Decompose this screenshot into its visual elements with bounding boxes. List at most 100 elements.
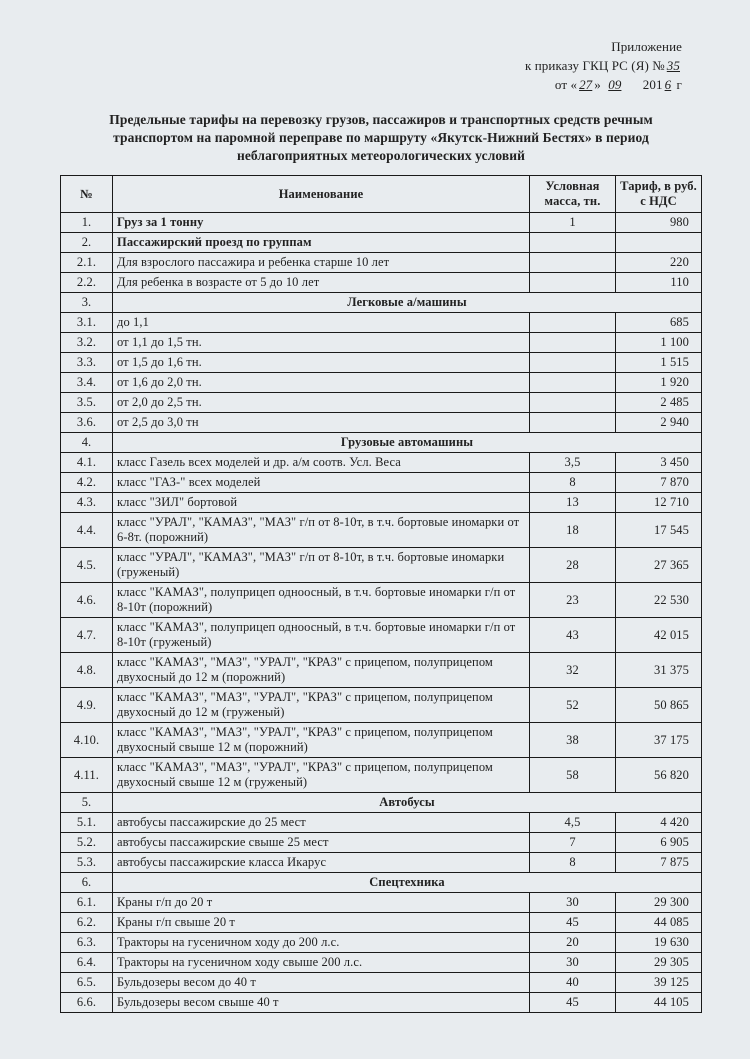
cell-tarif: 980 — [616, 213, 702, 233]
cell-tarif: 220 — [616, 253, 702, 273]
header-line-3: от «27» 09 2016 г — [60, 76, 682, 95]
cell-mass: 30 — [530, 953, 616, 973]
header-line-1: Приложение — [60, 38, 682, 57]
table-row: 6.3.Тракторы на гусеничном ходу до 200 л… — [61, 933, 702, 953]
header-line-2: к приказу ГКЦ РС (Я) №35 — [60, 57, 682, 76]
cell-num: 2.1. — [61, 253, 113, 273]
cell-mass: 32 — [530, 653, 616, 688]
cell-tarif: 19 630 — [616, 933, 702, 953]
cell-num: 1. — [61, 213, 113, 233]
section-header: Автобусы — [113, 793, 702, 813]
cell-tarif: 29 300 — [616, 893, 702, 913]
table-row: 6.4.Тракторы на гусеничном ходу свыше 20… — [61, 953, 702, 973]
cell-name: Пассажирский проезд по группам — [113, 233, 530, 253]
cell-num: 6. — [61, 873, 113, 893]
cell-mass — [530, 273, 616, 293]
cell-num: 4.2. — [61, 473, 113, 493]
cell-name: Краны г/п свыше 20 т — [113, 913, 530, 933]
table-row: 4.8.класс "КАМАЗ", "МАЗ", "УРАЛ", "КРАЗ"… — [61, 653, 702, 688]
cell-num: 5.2. — [61, 833, 113, 853]
cell-num: 3. — [61, 293, 113, 313]
cell-tarif — [616, 233, 702, 253]
cell-num: 3.6. — [61, 413, 113, 433]
section-header: Спецтехника — [113, 873, 702, 893]
cell-tarif: 7 875 — [616, 853, 702, 873]
cell-mass: 52 — [530, 688, 616, 723]
cell-num: 6.1. — [61, 893, 113, 913]
table-row: 2.Пассажирский проезд по группам — [61, 233, 702, 253]
table-row: 4.7.класс "КАМАЗ", полуприцеп одноосный,… — [61, 618, 702, 653]
table-row: 4.3.класс "ЗИЛ" бортовой1312 710 — [61, 493, 702, 513]
cell-num: 5.3. — [61, 853, 113, 873]
cell-num: 4.10. — [61, 723, 113, 758]
cell-tarif: 37 175 — [616, 723, 702, 758]
section-header: Легковые а/машины — [113, 293, 702, 313]
cell-mass: 30 — [530, 893, 616, 913]
cell-mass: 28 — [530, 548, 616, 583]
cell-num: 4. — [61, 433, 113, 453]
table-row: 5.1.автобусы пассажирские до 25 мест4,54… — [61, 813, 702, 833]
cell-name: класс "КАМАЗ", полуприцеп одноосный, в т… — [113, 583, 530, 618]
col-name: Наименование — [113, 176, 530, 213]
header-number-hw: 35 — [665, 58, 682, 73]
table-row: 1.Груз за 1 тонну1980 — [61, 213, 702, 233]
cell-mass: 43 — [530, 618, 616, 653]
cell-name: от 2,0 до 2,5 тн. — [113, 393, 530, 413]
table-row: 4.11.класс "КАМАЗ", "МАЗ", "УРАЛ", "КРАЗ… — [61, 758, 702, 793]
table-row: 3.3.от 1,5 до 1,6 тн.1 515 — [61, 353, 702, 373]
cell-name: от 2,5 до 3,0 тн — [113, 413, 530, 433]
table-row: 6.5.Бульдозеры весом до 40 т4039 125 — [61, 973, 702, 993]
table-row: 4.10.класс "КАМАЗ", "МАЗ", "УРАЛ", "КРАЗ… — [61, 723, 702, 758]
header-prefix: к приказу ГКЦ РС (Я) № — [525, 58, 665, 73]
table-row: 2.1.Для взрослого пассажира и ребенка ст… — [61, 253, 702, 273]
header-month-hw: 09 — [604, 77, 639, 92]
cell-tarif: 42 015 — [616, 618, 702, 653]
table-row: 3.6.от 2,5 до 3,0 тн2 940 — [61, 413, 702, 433]
col-tarif: Тариф, в руб. с НДС — [616, 176, 702, 213]
table-row: 4.Грузовые автомашины — [61, 433, 702, 453]
cell-mass — [530, 253, 616, 273]
tariff-table: № Наименование Условная масса, тн. Тариф… — [60, 175, 702, 1013]
section-header: Грузовые автомашины — [113, 433, 702, 453]
table-row: 3.1.до 1,1685 — [61, 313, 702, 333]
cell-mass: 7 — [530, 833, 616, 853]
cell-mass — [530, 353, 616, 373]
cell-num: 3.5. — [61, 393, 113, 413]
cell-num: 4.1. — [61, 453, 113, 473]
cell-name: класс "КАМАЗ", полуприцеп одноосный, в т… — [113, 618, 530, 653]
cell-name: класс "УРАЛ", "КАМАЗ", "МАЗ" г/п от 8-10… — [113, 513, 530, 548]
table-header-row: № Наименование Условная масса, тн. Тариф… — [61, 176, 702, 213]
cell-name: Для взрослого пассажира и ребенка старше… — [113, 253, 530, 273]
cell-num: 3.4. — [61, 373, 113, 393]
cell-mass — [530, 333, 616, 353]
cell-num: 2. — [61, 233, 113, 253]
cell-mass: 18 — [530, 513, 616, 548]
cell-name: Тракторы на гусеничном ходу свыше 200 л.… — [113, 953, 530, 973]
cell-name: от 1,1 до 1,5 тн. — [113, 333, 530, 353]
cell-num: 6.3. — [61, 933, 113, 953]
cell-name: Тракторы на гусеничном ходу до 200 л.с. — [113, 933, 530, 953]
cell-num: 3.3. — [61, 353, 113, 373]
cell-name: класс "КАМАЗ", "МАЗ", "УРАЛ", "КРАЗ" с п… — [113, 688, 530, 723]
cell-name: класс "ЗИЛ" бортовой — [113, 493, 530, 513]
cell-num: 5.1. — [61, 813, 113, 833]
table-row: 5.2.автобусы пассажирские свыше 25 мест7… — [61, 833, 702, 853]
cell-tarif: 27 365 — [616, 548, 702, 583]
cell-mass: 8 — [530, 473, 616, 493]
cell-tarif: 1 515 — [616, 353, 702, 373]
cell-tarif: 685 — [616, 313, 702, 333]
table-row: 3.5.от 2,0 до 2,5 тн.2 485 — [61, 393, 702, 413]
cell-name: Груз за 1 тонну — [113, 213, 530, 233]
cell-name: от 1,6 до 2,0 тн. — [113, 373, 530, 393]
table-row: 6.Спецтехника — [61, 873, 702, 893]
cell-mass: 38 — [530, 723, 616, 758]
cell-mass — [530, 373, 616, 393]
cell-mass: 1 — [530, 213, 616, 233]
cell-mass: 3,5 — [530, 453, 616, 473]
table-row: 4.4.класс "УРАЛ", "КАМАЗ", "МАЗ" г/п от … — [61, 513, 702, 548]
header-year-hw: 6 — [663, 77, 674, 92]
cell-num: 4.5. — [61, 548, 113, 583]
table-row: 2.2.Для ребенка в возрасте от 5 до 10 ле… — [61, 273, 702, 293]
cell-name: класс "КАМАЗ", "МАЗ", "УРАЛ", "КРАЗ" с п… — [113, 758, 530, 793]
cell-tarif: 3 450 — [616, 453, 702, 473]
